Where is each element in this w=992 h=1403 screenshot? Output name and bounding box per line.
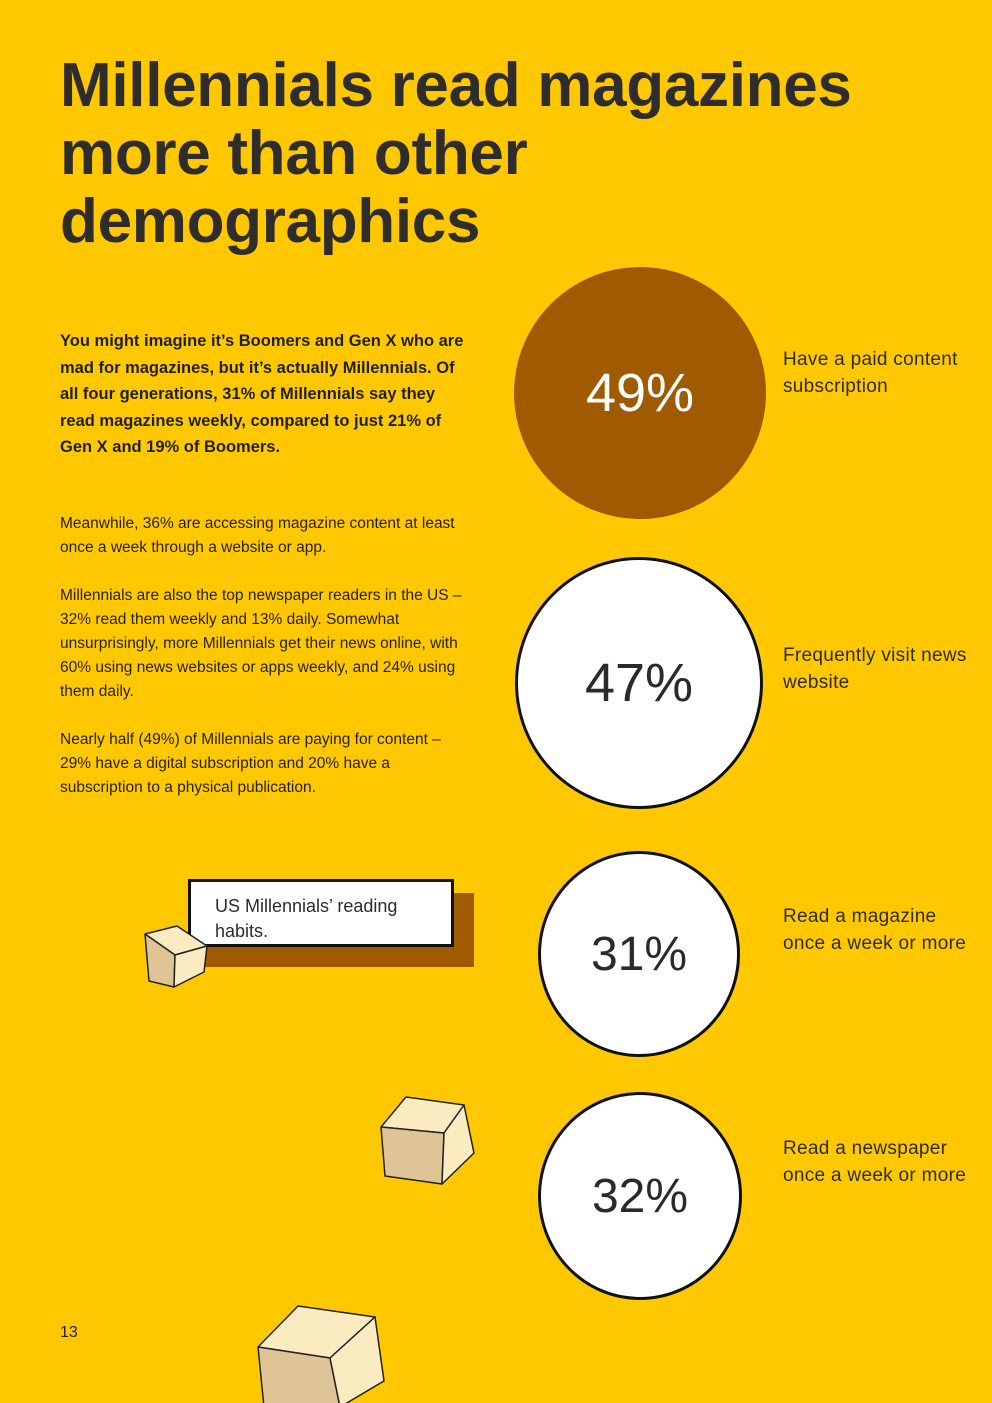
stat-label-newspaper: Read a newspaper once a week or more	[783, 1138, 967, 1186]
cube-icon	[380, 1096, 475, 1185]
stat-label-news-website: Frequently visit news website	[783, 645, 967, 693]
page-number: 13	[60, 1324, 78, 1341]
stat-circle-paid-subscription: 49%	[514, 267, 766, 519]
body-paragraph: Nearly half (49%) of Millennials are pay…	[60, 731, 441, 796]
callout-text: US Millennials’ reading habits.	[188, 879, 454, 947]
cube-icon	[257, 1305, 385, 1403]
stat-label-paid-subscription: Have a paid content subscription	[783, 349, 958, 397]
body-paragraph: Millennials are also the top newspaper r…	[60, 587, 462, 700]
stat-circle-news-website: 47%	[515, 557, 763, 809]
stat-circle-newspaper: 32%	[538, 1092, 742, 1300]
intro-paragraph: You might imagine it’s Boomers and Gen X…	[60, 332, 464, 457]
stat-circle-magazine: 31%	[538, 851, 740, 1057]
callout-box: US Millennials’ reading habits.	[188, 879, 474, 967]
body-paragraph: Meanwhile, 36% are accessing magazine co…	[60, 515, 455, 556]
page-title: Millennials read magazines more than oth…	[60, 51, 852, 256]
stat-label-magazine: Read a magazine once a week or more	[783, 906, 967, 954]
cube-icon	[144, 925, 208, 988]
